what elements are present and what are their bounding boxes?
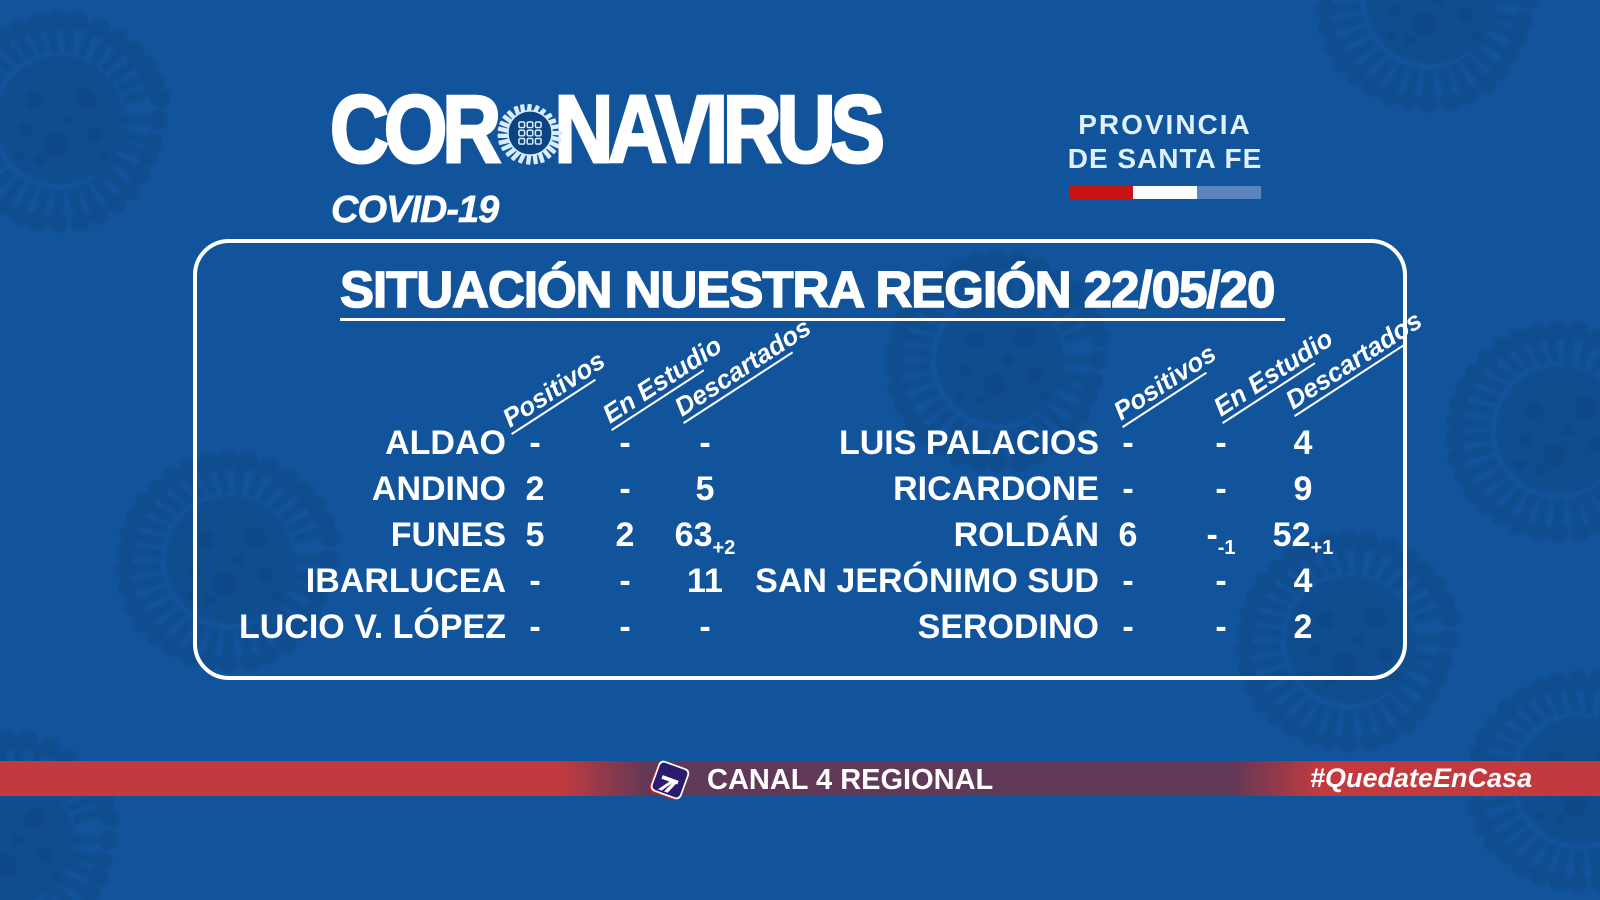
- svg-text:Positivos: Positivos: [1108, 338, 1221, 426]
- svg-text:Positivos: Positivos: [497, 345, 610, 433]
